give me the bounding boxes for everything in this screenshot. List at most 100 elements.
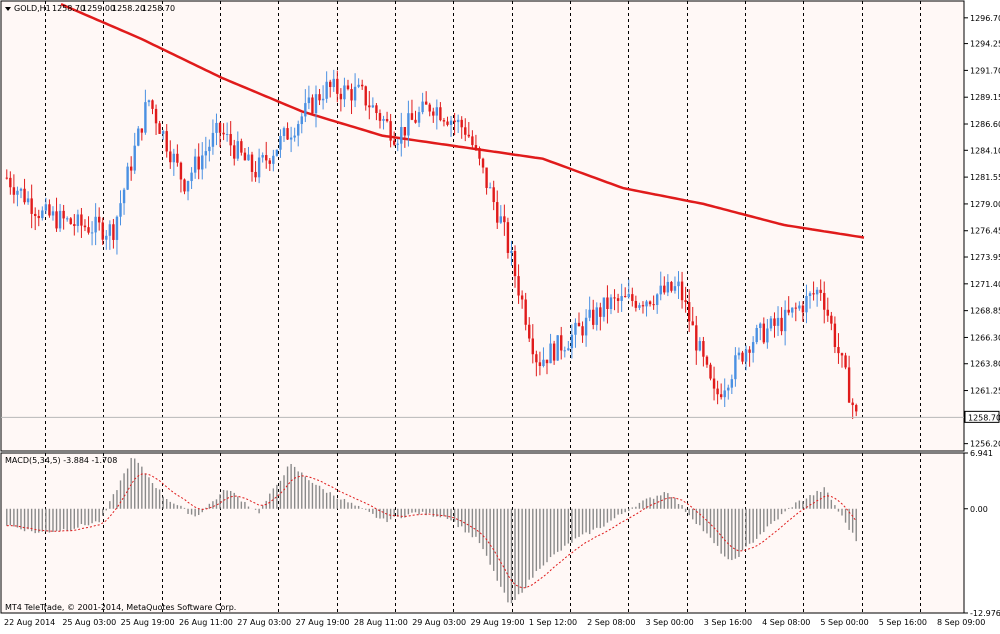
time-tick-label: 27 Aug 03:00 (237, 618, 291, 627)
candle-body (755, 327, 758, 343)
candle-body (684, 300, 687, 303)
candle-body (336, 78, 339, 94)
moving-average-line (60, 3, 865, 239)
candle-body (5, 177, 8, 179)
time-tick-label: 25 Aug 19:00 (121, 618, 175, 627)
candle-body (158, 123, 161, 134)
candle-body (314, 94, 318, 114)
candle-body (762, 323, 766, 343)
candle-body (584, 317, 588, 336)
candle-body (474, 145, 478, 148)
candle-body (250, 154, 254, 172)
candle-body (108, 224, 112, 236)
candle-body (851, 402, 854, 406)
candle-body (648, 301, 652, 305)
candle-body (129, 166, 133, 171)
candle-body (723, 390, 726, 398)
candle-body (307, 97, 311, 104)
candle-body (769, 318, 773, 329)
candle-body (364, 86, 367, 106)
time-tick-label: 1 Sep 12:00 (529, 618, 577, 627)
candle-body (677, 281, 680, 287)
candle-body (488, 187, 492, 189)
header-high: 1259.00 (82, 4, 115, 13)
candle-body (524, 299, 527, 325)
candle-body (808, 293, 812, 297)
candle-body (567, 348, 570, 351)
candle-body (737, 352, 741, 356)
candle-body (819, 289, 822, 293)
price-tick-label: 1286.60 (970, 120, 1000, 129)
candle-body (94, 216, 97, 233)
candle-body (535, 354, 538, 363)
candle-body (570, 334, 574, 349)
candle-body (670, 281, 673, 291)
candle-body (627, 294, 630, 298)
candle-body (538, 362, 542, 366)
candle-body (350, 89, 353, 101)
candle-body (520, 295, 524, 300)
candle-body (673, 286, 677, 291)
candle-body (556, 335, 559, 361)
current-price-label: 1258.70 (968, 413, 1000, 422)
candle-body (183, 179, 186, 192)
candle-body (705, 356, 709, 365)
time-tick-label: 29 Aug 19:00 (471, 618, 525, 627)
candle-body (112, 224, 115, 240)
candle-body (659, 285, 662, 295)
candle-body (414, 119, 417, 123)
candle-body (645, 301, 648, 307)
candle-body (823, 292, 826, 310)
candle-body (840, 353, 844, 356)
candle-body (464, 127, 467, 135)
candle-body (602, 297, 606, 317)
candle-body (282, 128, 286, 136)
candle-body (243, 152, 247, 161)
candle-body (169, 151, 172, 163)
price-tick-label: 1294.25 (970, 40, 1000, 49)
price-tick-label: 1263.80 (970, 360, 1000, 369)
candle-body (321, 98, 325, 101)
candle-body (730, 379, 734, 388)
candle-body (289, 137, 293, 140)
candle-body (172, 153, 176, 163)
candle-body (176, 153, 179, 163)
candle-body (154, 108, 158, 124)
candle-body (787, 309, 790, 313)
candle-body (581, 326, 584, 336)
candle-body (218, 122, 222, 133)
candle-body (240, 141, 243, 153)
candle-body (442, 120, 446, 122)
candle-body (467, 134, 471, 137)
time-tick-label: 3 Sep 00:00 (645, 618, 693, 627)
candle-body (48, 204, 51, 216)
candle-body (453, 120, 456, 123)
price-tick-label: 1268.85 (970, 307, 1000, 316)
candle-body (780, 317, 783, 332)
candle-body (783, 309, 787, 332)
candle-body (456, 119, 460, 123)
main-price-pane[interactable] (0, 0, 965, 452)
time-tick-label: 4 Sep 08:00 (762, 618, 810, 627)
candle-body (606, 297, 609, 310)
candle-body (272, 155, 275, 164)
time-tick-label: 22 Aug 2014 (4, 618, 55, 627)
price-tick-label: 1291.70 (970, 66, 1000, 75)
candle-body (847, 367, 851, 403)
candle-body (400, 127, 403, 144)
time-tick-label: 5 Sep 00:00 (820, 618, 868, 627)
header-low: 1258.20 (112, 4, 145, 13)
time-axis: 22 Aug 2014 25 Aug 03:00 25 Aug 19:00 26 Au… (4, 618, 985, 627)
candle-body (624, 296, 627, 298)
candle-body (748, 349, 751, 353)
dropdown-triangle-icon[interactable] (5, 7, 11, 11)
candle-body (403, 127, 407, 136)
price-tick-label: 1261.25 (970, 387, 1000, 396)
candle-body (126, 166, 129, 190)
candle-body (257, 157, 261, 178)
candle-body (663, 285, 666, 293)
macd-histogram-series (6, 457, 857, 604)
candle-body (712, 378, 716, 389)
candle-body (751, 342, 755, 353)
candle-body (332, 78, 335, 88)
